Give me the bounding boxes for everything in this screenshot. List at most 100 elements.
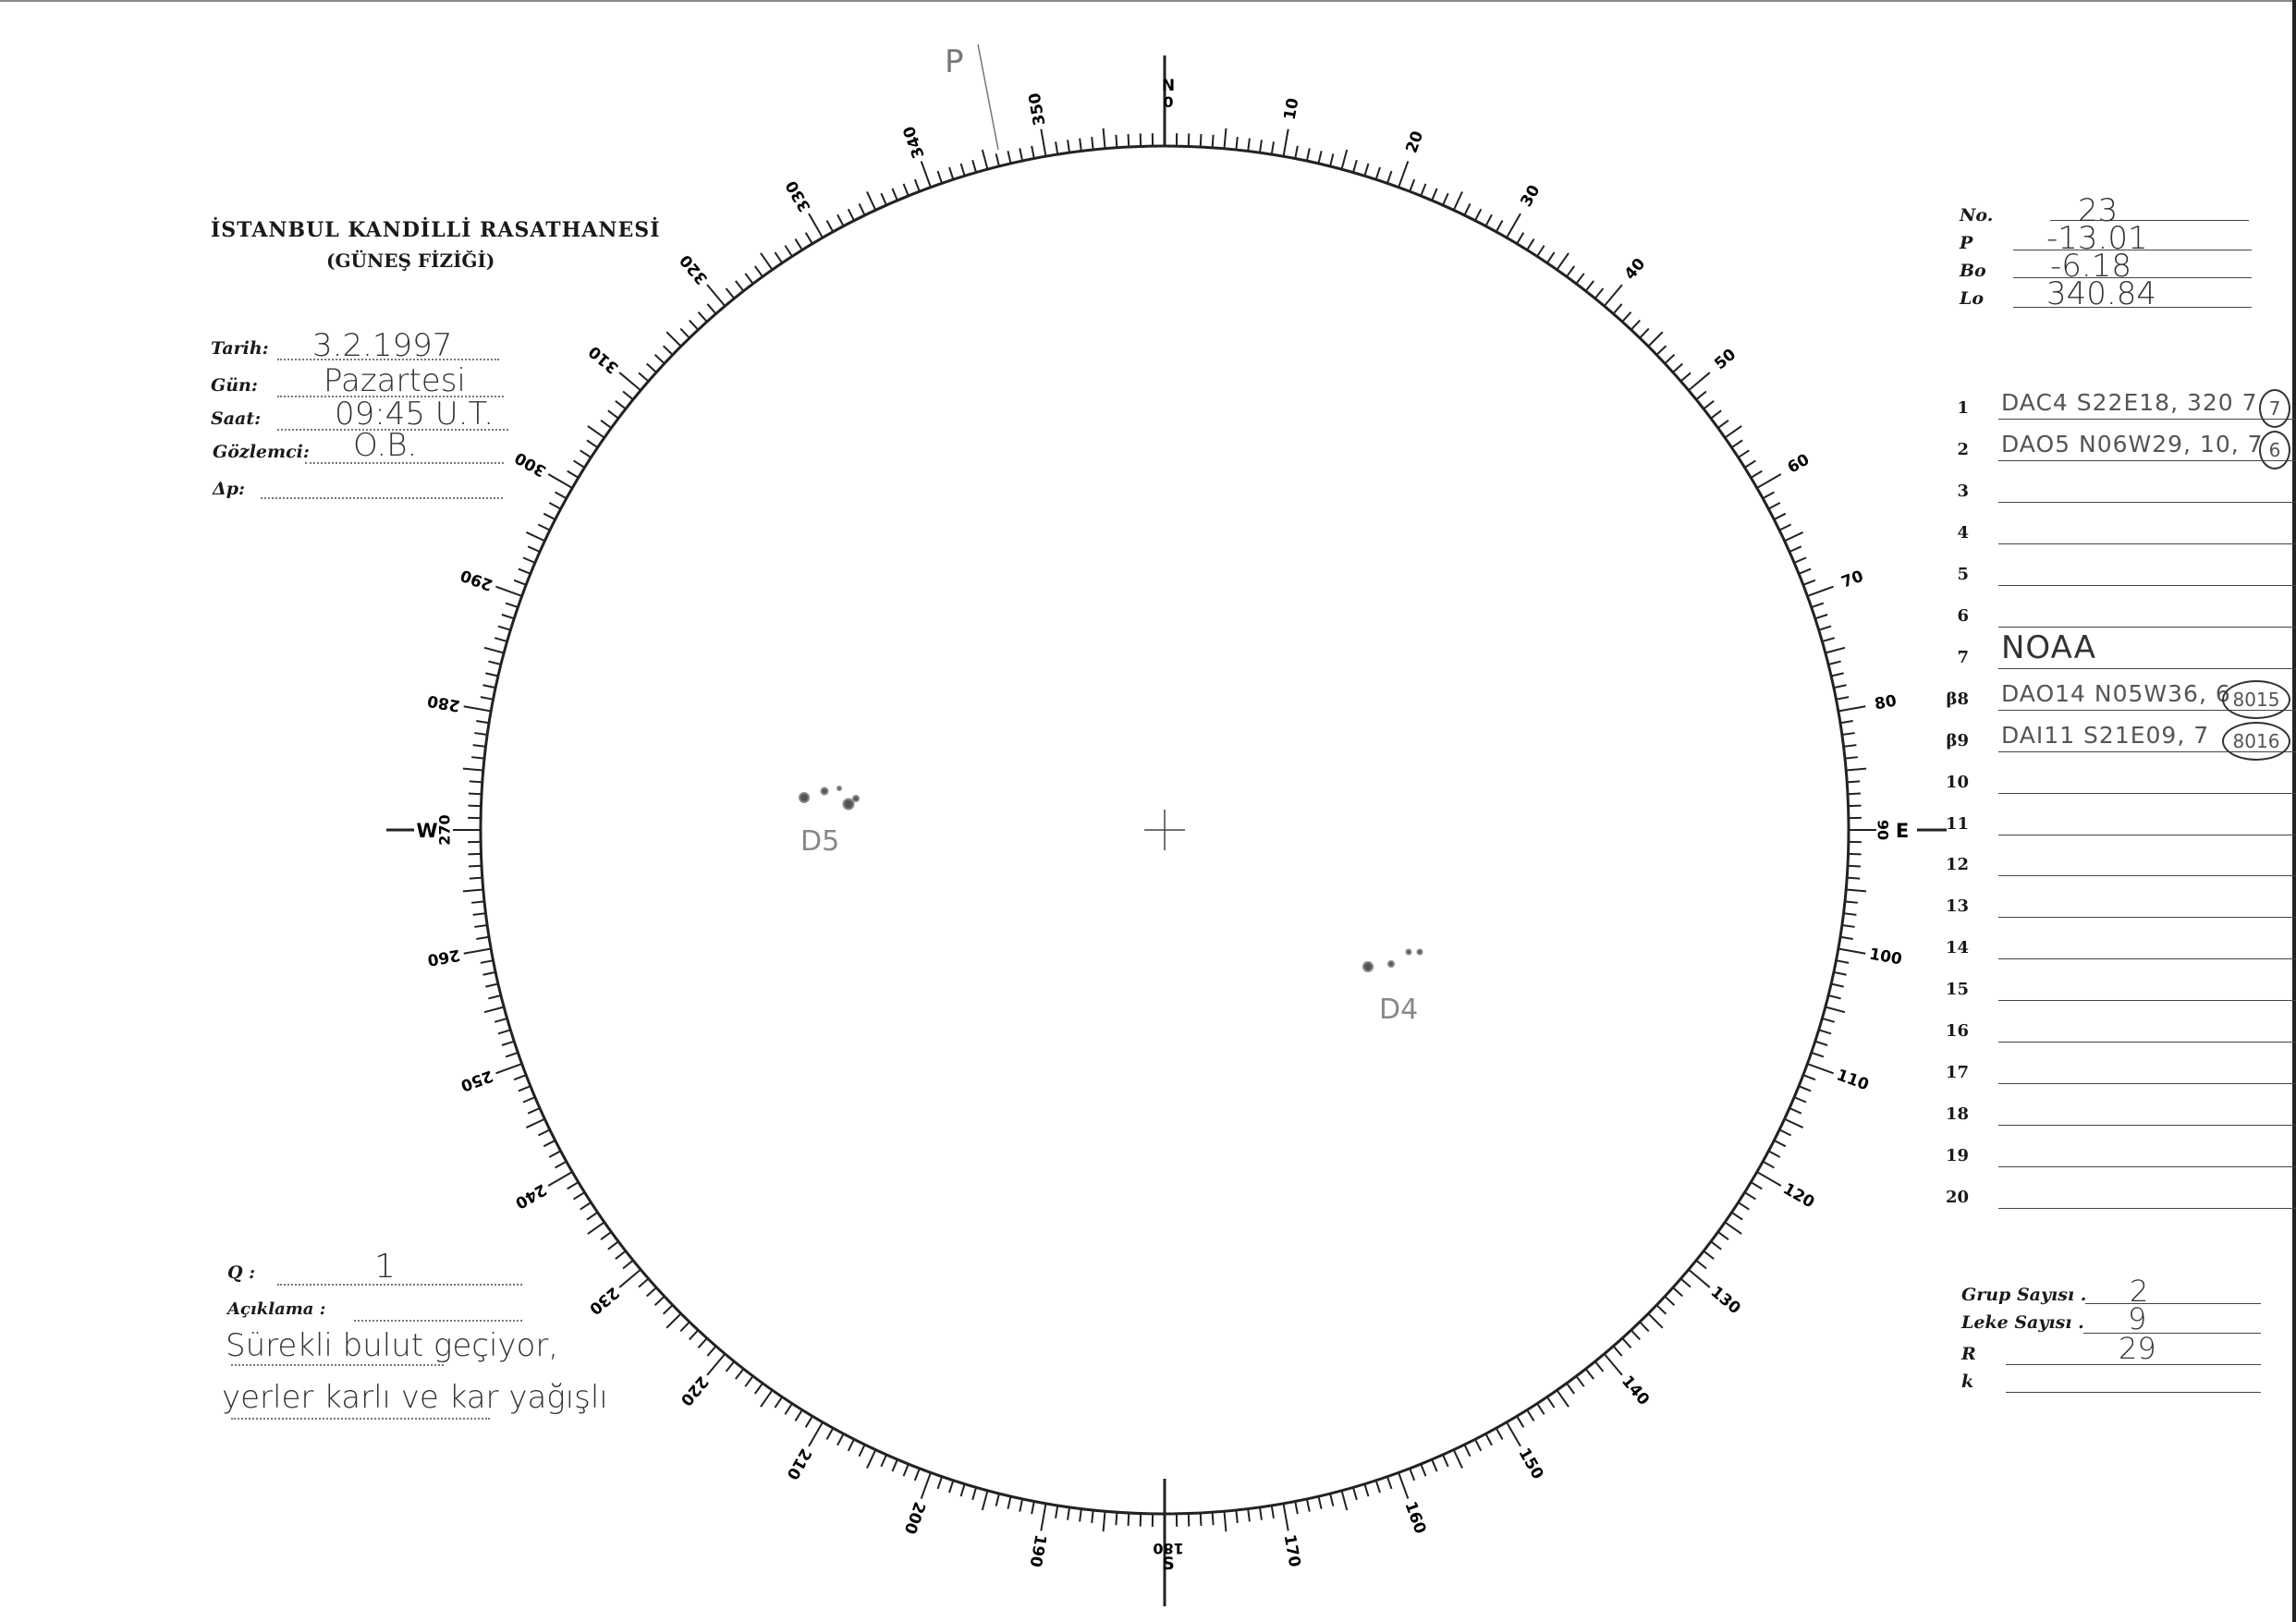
no-value: 23 (2078, 192, 2119, 229)
scale-tick (1594, 287, 1605, 299)
scale-tick (1516, 1415, 1525, 1428)
scale-tick (1526, 1409, 1535, 1421)
leke-value: 9 (2128, 1301, 2147, 1336)
gozlemci-value: O.B. (353, 427, 418, 464)
scale-tick (1679, 1277, 1691, 1288)
lo-label: Lo (1960, 288, 1985, 309)
scale-tick (981, 149, 989, 170)
scale-tick (547, 1171, 573, 1187)
scale-tick (804, 1415, 813, 1428)
scale-tick (468, 792, 482, 796)
scale-tick (1067, 1506, 1071, 1520)
scale-tick (607, 1240, 619, 1250)
scale-tick (1294, 1501, 1299, 1515)
scale-tick (463, 947, 492, 955)
group-row-number: 19 (1945, 1146, 1969, 1166)
scale-label: 140 (1618, 1372, 1653, 1409)
gozlemci-label: Gözlemci: (213, 442, 310, 462)
no-label: No. (1960, 205, 1994, 226)
scale-label: 230 (585, 1283, 622, 1318)
scale-label: 120 (1780, 1179, 1818, 1212)
scale-tick (913, 1468, 921, 1482)
scale-tick (1211, 134, 1215, 148)
scale-tick (1818, 625, 1832, 631)
scale-tick (948, 166, 955, 180)
scale-tick (1282, 128, 1289, 157)
scale-tick (462, 767, 483, 772)
scale-tick (1836, 959, 1850, 964)
scale-tick (1789, 545, 1802, 553)
scale-tick (1825, 646, 1846, 654)
scale-tick (1807, 1063, 1834, 1075)
scale-tick (1639, 1321, 1650, 1333)
scale-tick (1839, 935, 1853, 940)
scale-tick (471, 900, 485, 904)
scale-tick (1055, 141, 1059, 155)
scale-tick (1258, 1506, 1263, 1520)
scale-tick (537, 1128, 551, 1137)
scale-tick (1398, 1472, 1410, 1499)
scale-tick (638, 372, 650, 383)
group-row-text: DAO14 N05W36, 6 (2001, 679, 2231, 707)
scale-tick (1294, 145, 1299, 159)
scale-tick (774, 251, 784, 264)
scale-label: 240 (512, 1179, 550, 1212)
scale-tick (706, 1345, 717, 1357)
scale-tick (1484, 1433, 1493, 1446)
scale-tick (495, 585, 522, 597)
aciklama-underline-1 (231, 1364, 444, 1366)
scale-tick (1127, 1512, 1130, 1527)
south-label: S (1162, 1554, 1175, 1574)
group-row-number: 14 (1945, 938, 1969, 958)
group-row-number: 2 (1957, 439, 1969, 459)
scale-tick (662, 345, 674, 356)
dp-label: Δp: (213, 479, 246, 499)
scale-tick (573, 459, 585, 469)
scale-tick (1724, 1221, 1742, 1235)
scale-tick (1839, 720, 1853, 725)
scale-tick (689, 319, 700, 331)
q-label: Q : (227, 1262, 256, 1283)
scale-tick (754, 265, 763, 277)
scale-tick (1841, 732, 1855, 737)
scale-tick (1079, 138, 1082, 152)
scale-tick (1282, 1503, 1289, 1531)
scale-tick (744, 273, 754, 285)
group-label-d5: D5 (800, 825, 839, 858)
scale-tick (548, 1150, 562, 1158)
p-angle-mark (977, 43, 999, 151)
scale-tick (497, 625, 511, 631)
scale-tick (995, 153, 1000, 167)
scale-tick (1258, 140, 1263, 153)
scale-tick (1730, 439, 1743, 449)
sunspot (837, 786, 842, 791)
scale-tick (474, 732, 488, 737)
scale-tick (567, 470, 580, 479)
scale-tick (936, 1476, 944, 1490)
group-row-number: 15 (1945, 980, 1969, 1000)
scale-tick (1223, 1511, 1227, 1532)
scale-tick (1329, 1493, 1335, 1506)
scale-tick (1305, 1498, 1311, 1512)
scale-tick (1773, 512, 1787, 520)
group-circled-count: 8016 (2222, 721, 2290, 761)
scale-tick (488, 994, 502, 1000)
north-label: N (1162, 77, 1175, 95)
scale-tick (1031, 145, 1035, 159)
scale-label: 130 (1707, 1283, 1744, 1318)
scale-tick (537, 523, 551, 531)
scale-tick (804, 232, 813, 245)
scale-tick (847, 208, 855, 222)
scale-tick (1703, 400, 1715, 410)
p-label: P (1960, 233, 1973, 253)
scale-tick (1738, 1201, 1750, 1211)
group-row-line (1998, 1083, 2296, 1085)
scale-label-180: 180 (1153, 1540, 1183, 1557)
scale-tick (1811, 1051, 1825, 1058)
scale-label: 210 (782, 1445, 814, 1483)
group-row-number: 13 (1945, 896, 1969, 917)
scale-tick (913, 178, 921, 192)
group-row-line (1998, 750, 2296, 752)
scale-tick (1818, 1029, 1832, 1035)
scale-tick (505, 1051, 519, 1058)
